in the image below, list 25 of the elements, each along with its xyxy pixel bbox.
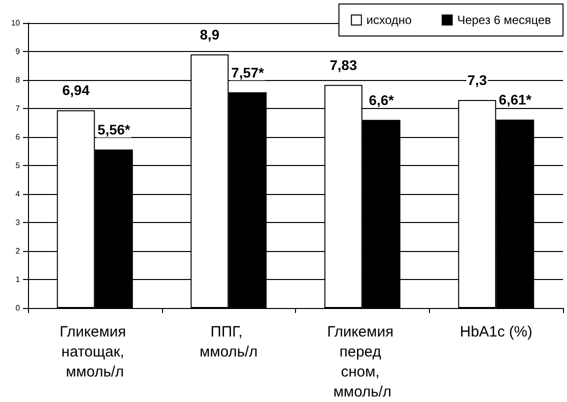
y-tick-label: 8 bbox=[16, 76, 21, 84]
data-label: 6,6* bbox=[368, 92, 394, 108]
legend-label: Через 6 месяцев bbox=[457, 13, 552, 27]
y-tick-label: 5 bbox=[16, 161, 21, 170]
y-tick-label: 7 bbox=[16, 104, 21, 113]
x-tick-label: Гликемия натощак, ммоль/л bbox=[60, 324, 130, 380]
y-tick-label: 10 bbox=[11, 18, 21, 28]
data-label: 6,94 bbox=[62, 82, 90, 98]
y-tick-label: 9 bbox=[16, 47, 21, 56]
y-tick-label: 4 bbox=[16, 190, 21, 198]
data-label: 8,9 bbox=[200, 26, 220, 42]
data-label: 7,83 bbox=[330, 56, 358, 73]
data-label: 7,57* bbox=[231, 64, 265, 80]
y-tick-label: 6 bbox=[16, 132, 21, 142]
y-tick-label: 1 bbox=[16, 275, 21, 284]
legend-label: исходно bbox=[366, 13, 412, 27]
data-label: 7,3 bbox=[467, 72, 488, 88]
x-tick-label: HbA1c (%) bbox=[460, 324, 532, 340]
y-tick-label: 3 bbox=[16, 218, 21, 227]
data-label: 6,61* bbox=[498, 92, 532, 108]
data-label: 5,56* bbox=[98, 122, 131, 138]
x-tick-label: ППГ, ммоль/л bbox=[200, 324, 258, 360]
y-tick-label: 2 bbox=[16, 246, 21, 256]
y-tick-label: 0 bbox=[16, 304, 21, 312]
x-tick-label: Гликемия перед сном, ммоль/л bbox=[327, 324, 398, 400]
